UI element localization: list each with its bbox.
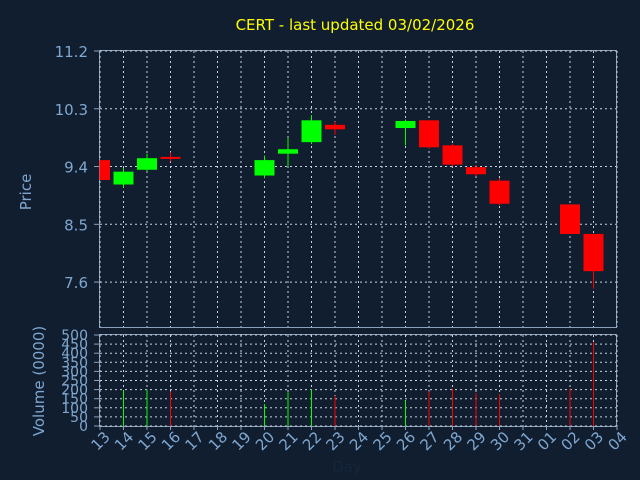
candle-body — [489, 180, 510, 204]
x-tick-label: 25 — [370, 428, 396, 454]
candle-body — [100, 160, 110, 181]
x-tick-label: 13 — [88, 428, 114, 454]
chart-title: CERT - last updated 03/02/2026 — [236, 16, 475, 34]
candle-body — [325, 124, 345, 130]
volume-tick-label: 150 — [61, 392, 88, 408]
price-panel: 11.2 10.3 9.4 8.5 7.6 Price — [17, 43, 618, 328]
candle-29 — [466, 165, 486, 177]
x-tick-label: 29 — [464, 428, 490, 454]
candle-02 — [560, 204, 580, 234]
volume-tick-label: 0 — [79, 419, 88, 435]
x-tick-label: 27 — [417, 428, 443, 454]
candle-body — [278, 149, 298, 154]
volume-tick-label: 450 — [61, 337, 88, 353]
candle-15 — [137, 153, 157, 172]
volume-bars — [123, 342, 594, 426]
volume-tick-label: 200 — [61, 383, 88, 399]
x-tick-label: 24 — [346, 428, 372, 454]
x-tick-label: 19 — [229, 428, 255, 454]
x-tick-label: 04 — [605, 428, 631, 454]
candle-03 — [583, 233, 604, 289]
x-tick-label: 02 — [558, 428, 584, 454]
candle-body — [160, 156, 181, 159]
price-tick-label: 7.6 — [64, 274, 88, 292]
x-tick-label: 30 — [487, 428, 513, 454]
candle-27 — [419, 120, 439, 149]
candle-13 — [99, 160, 110, 181]
x-tick-label: 01 — [534, 428, 560, 454]
price-tick-label: 11.2 — [55, 43, 88, 61]
x-tick-label: 14 — [111, 428, 137, 454]
volume-tick-label: 300 — [61, 364, 88, 380]
x-tick-label: 16 — [158, 428, 184, 454]
volume-tick-label: 350 — [61, 355, 88, 371]
price-plot-frame — [99, 50, 617, 328]
candle-14 — [113, 167, 134, 188]
x-tick-label: 31 — [511, 428, 537, 454]
candle-body — [301, 120, 322, 143]
x-tick-label: 18 — [205, 428, 231, 454]
candle-body — [254, 160, 275, 176]
candle-body — [395, 120, 416, 129]
x-tick-label: 15 — [135, 428, 161, 454]
volume-grid — [99, 334, 618, 427]
x-tick-label: 03 — [581, 428, 607, 454]
price-tick-label: 9.4 — [64, 159, 88, 177]
x-tick-labels: 1314151617181920212223242526272829303101… — [88, 426, 631, 454]
price-tick-label: 8.5 — [64, 216, 88, 234]
candle-23 — [325, 121, 345, 135]
candle-body — [560, 204, 580, 234]
candle-20 — [254, 155, 275, 179]
volume-tick-label: 500 — [61, 328, 88, 344]
volume-tick-label: 50 — [70, 410, 88, 426]
candle-26 — [395, 119, 416, 146]
price-y-tick-labels: 11.2 10.3 9.4 8.5 7.6 — [55, 43, 100, 292]
volume-tick-label: 100 — [61, 401, 88, 417]
x-tick-label: 28 — [440, 428, 466, 454]
candle-body — [419, 120, 439, 148]
price-tick-label: 10.3 — [55, 101, 88, 119]
candle-body — [137, 158, 157, 170]
candle-30 — [489, 178, 510, 206]
candle-body — [583, 233, 604, 272]
volume-tick-label: 400 — [61, 346, 88, 362]
x-tick-label: 26 — [393, 428, 419, 454]
candles — [99, 115, 604, 289]
volume-axis-label: Volume (0000) — [30, 326, 48, 436]
x-tick-label: 21 — [276, 428, 302, 454]
x-tick-label: 20 — [252, 428, 278, 454]
x-axis-label: Day — [332, 458, 362, 476]
candle-28 — [442, 144, 463, 167]
candle-body — [466, 167, 486, 175]
x-tick-label: 22 — [299, 428, 325, 454]
price-grid — [99, 50, 618, 327]
price-axis-label: Price — [17, 174, 35, 211]
candle-21 — [278, 137, 298, 167]
candle-body — [442, 145, 463, 165]
candle-22 — [301, 115, 322, 145]
candle-16 — [160, 152, 181, 162]
candle-body — [113, 171, 134, 185]
x-tick-label: 23 — [323, 428, 349, 454]
volume-tick-label: 250 — [61, 374, 88, 390]
x-tick-label: 17 — [182, 428, 208, 454]
